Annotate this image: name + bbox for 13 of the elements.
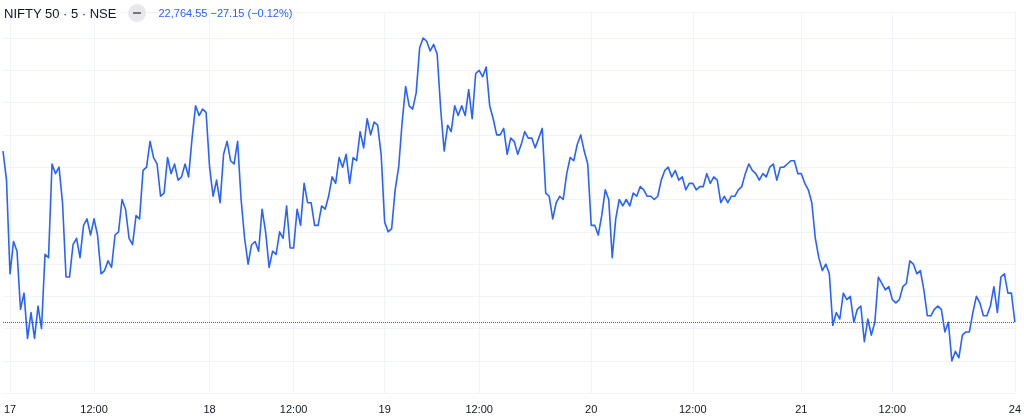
- x-tick-label: 12:00: [465, 402, 493, 415]
- x-tick-label: 19: [378, 402, 391, 415]
- text: 22,764.55 −27.15 (−0.12%): [158, 7, 293, 19]
- x-tick-label: 24: [1008, 402, 1022, 415]
- x-tick-label: 12:00: [878, 402, 907, 415]
- x-tick-label: 20: [585, 402, 598, 415]
- x-tick-label: 17: [3, 402, 17, 415]
- x-tick-label: 12:00: [80, 402, 108, 415]
- x-tick-label: 12:00: [279, 402, 308, 415]
- x-tick-label: 18: [203, 402, 216, 415]
- chart-title: NIFTY 50 · 5 · NSE: [4, 5, 117, 21]
- x-tick-label: 12:00: [678, 402, 707, 415]
- x-tick-label: 21: [795, 402, 808, 415]
